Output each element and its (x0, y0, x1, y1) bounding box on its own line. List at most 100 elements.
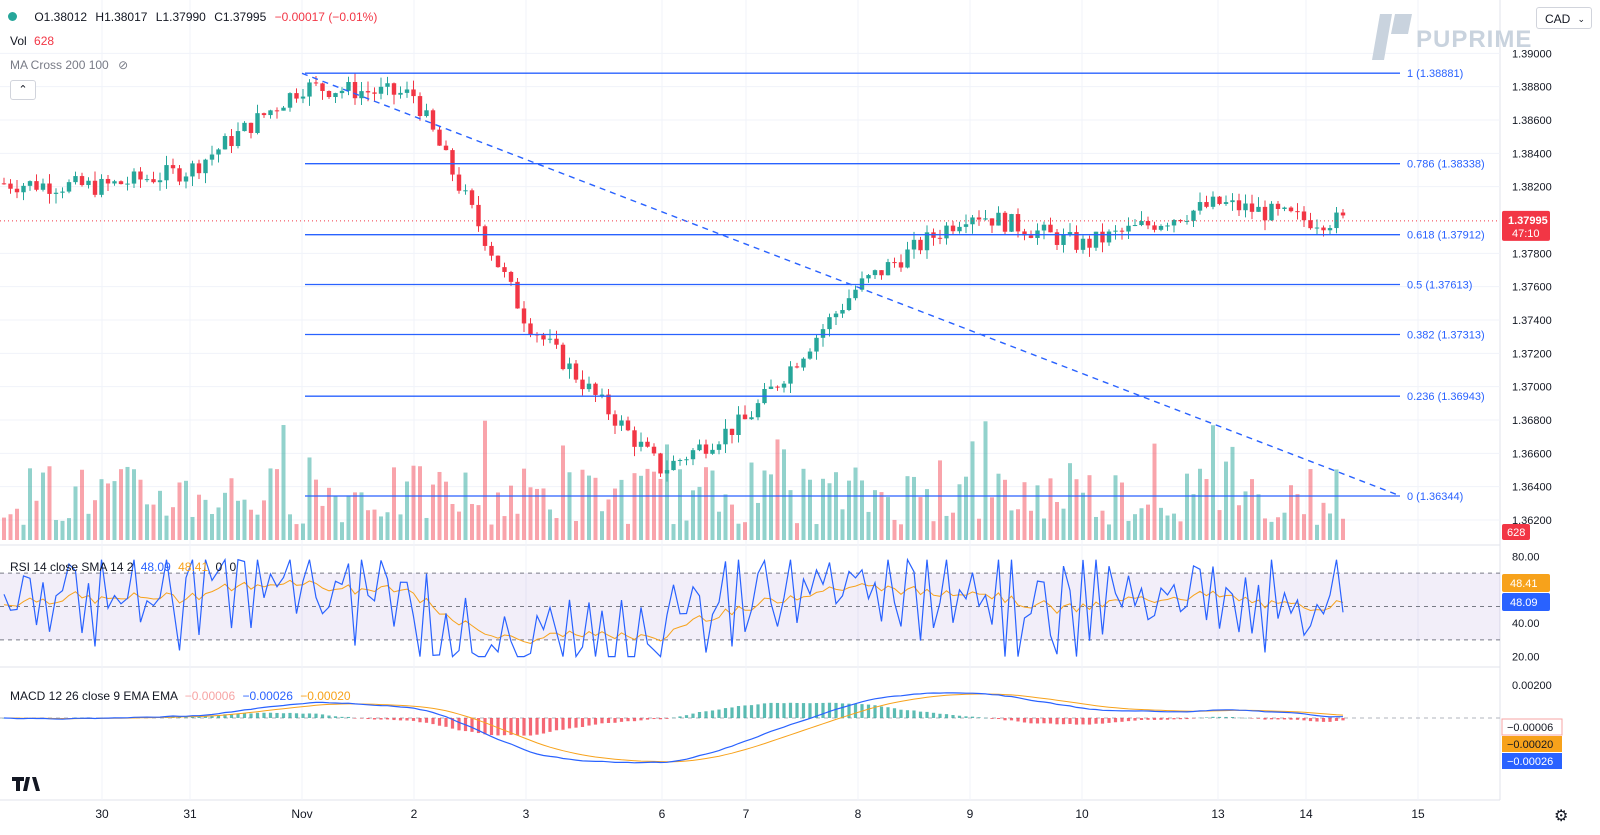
volume-bar (203, 499, 208, 540)
macd-histogram-bar (996, 718, 1001, 719)
candle-body (651, 446, 657, 454)
candle-body (1165, 225, 1170, 227)
candle-body (528, 323, 533, 335)
tradingview-logo-icon[interactable] (12, 775, 44, 798)
macd-histogram-bar (1165, 718, 1170, 720)
candle-body (47, 183, 52, 194)
macd-histogram-bar (1107, 718, 1111, 723)
volume-bar (184, 480, 188, 540)
macd-histogram-bar (782, 703, 786, 718)
volume-bar (1048, 478, 1053, 540)
volume-bar (353, 492, 357, 540)
volume-bar (684, 520, 689, 540)
volume-bar (1204, 479, 1209, 540)
macd-histogram-bar (873, 705, 877, 718)
fib-level-label: 0.5 (1.37613) (1407, 280, 1472, 292)
macd-histogram-bar (307, 713, 312, 718)
volume-bar (340, 522, 344, 540)
volume-bar (320, 505, 325, 540)
y-tick-label: 1.37000 (1512, 382, 1552, 394)
volume-bar (1269, 521, 1274, 540)
macd-histogram-bar (1126, 718, 1131, 722)
macd-histogram-bar (944, 714, 949, 718)
macd-histogram-bar (1087, 718, 1092, 725)
candle-body (703, 444, 709, 454)
volume-bar (1308, 469, 1313, 540)
candle-body (599, 394, 605, 396)
volume-bar (775, 439, 780, 540)
candle-body (1145, 221, 1151, 226)
volume-bar (879, 492, 884, 540)
candle-body (866, 275, 871, 279)
volume-bar (8, 514, 13, 540)
candle-body (495, 255, 501, 268)
candle-body (1048, 224, 1053, 233)
candle-body (294, 93, 299, 99)
candle-body (1028, 235, 1034, 238)
candle-body (1256, 206, 1261, 212)
macd-histogram-bar (671, 717, 676, 719)
volume-bar (834, 472, 838, 540)
candle-body (14, 188, 20, 193)
candle-body (21, 185, 26, 193)
macd-histogram-bar (1191, 718, 1196, 719)
candle-body (872, 270, 878, 276)
macd-histogram-bar (697, 712, 702, 718)
candle-body (482, 226, 488, 246)
macd-histogram-bar (444, 718, 448, 727)
macd-histogram-bar (821, 702, 825, 718)
candle-body (151, 179, 156, 183)
volume-bar (275, 469, 279, 540)
candle-body (190, 163, 195, 177)
candle-body (157, 180, 163, 183)
volume-bar (1009, 510, 1014, 540)
candle-body (209, 154, 215, 160)
candle-body (359, 91, 364, 99)
ma-cross-legend[interactable]: MA Cross 200 100 ⊘ (10, 58, 129, 72)
volume-bar (613, 488, 617, 540)
volume-bar (788, 490, 793, 540)
fib-level-label: 1 (1.38881) (1407, 68, 1463, 80)
volume-bar (385, 512, 390, 540)
volume-bar (509, 485, 513, 540)
macd-histogram-bar (1250, 718, 1254, 719)
rsi-legend[interactable]: RSI 14 close SMA 14 2 48.09 48.41 0 0 (10, 560, 237, 574)
candle-body (34, 181, 39, 190)
candle-body (1243, 203, 1248, 211)
volume-bar (827, 483, 832, 540)
candle-body (216, 149, 221, 155)
volume-bar (483, 420, 487, 540)
volume-bar (860, 480, 864, 540)
macd-histogram-bar (1341, 718, 1345, 721)
candle-body (443, 145, 449, 151)
candle-body (840, 310, 845, 314)
candle-body (625, 420, 631, 431)
candle-body (1230, 200, 1235, 203)
eye-hidden-icon[interactable]: ⊘ (118, 58, 129, 72)
macd-histogram-bar (990, 718, 994, 719)
volume-legend[interactable]: Vol 628 (10, 34, 55, 48)
macd-histogram-bar (1302, 718, 1306, 721)
macd-histogram-bar (606, 718, 611, 723)
macd-histogram-bar (431, 718, 435, 725)
candle-body (1269, 203, 1274, 221)
macd-histogram-bar (795, 702, 799, 718)
collapse-legend-button[interactable]: ⌃ (10, 80, 36, 100)
macd-histogram-bar (769, 702, 773, 718)
volume-bar (190, 516, 195, 540)
candle-body (827, 317, 832, 330)
macd-histogram-bar (554, 718, 559, 731)
macd-histogram-bar (1139, 718, 1144, 720)
macd-legend[interactable]: MACD 12 26 close 9 EMA EMA −0.00006 −0.0… (10, 689, 351, 703)
volume-bar (164, 515, 169, 540)
candle-body (417, 96, 423, 117)
currency-selector[interactable]: CAD ⌄ (1536, 7, 1592, 29)
candle-body (430, 110, 436, 130)
candle-body (586, 383, 592, 390)
volume-bar (918, 497, 923, 540)
macd-histogram-bar (892, 708, 897, 718)
settings-gear-icon[interactable]: ⚙ (1554, 808, 1569, 825)
candle-body (937, 237, 943, 239)
candle-body (8, 183, 13, 189)
